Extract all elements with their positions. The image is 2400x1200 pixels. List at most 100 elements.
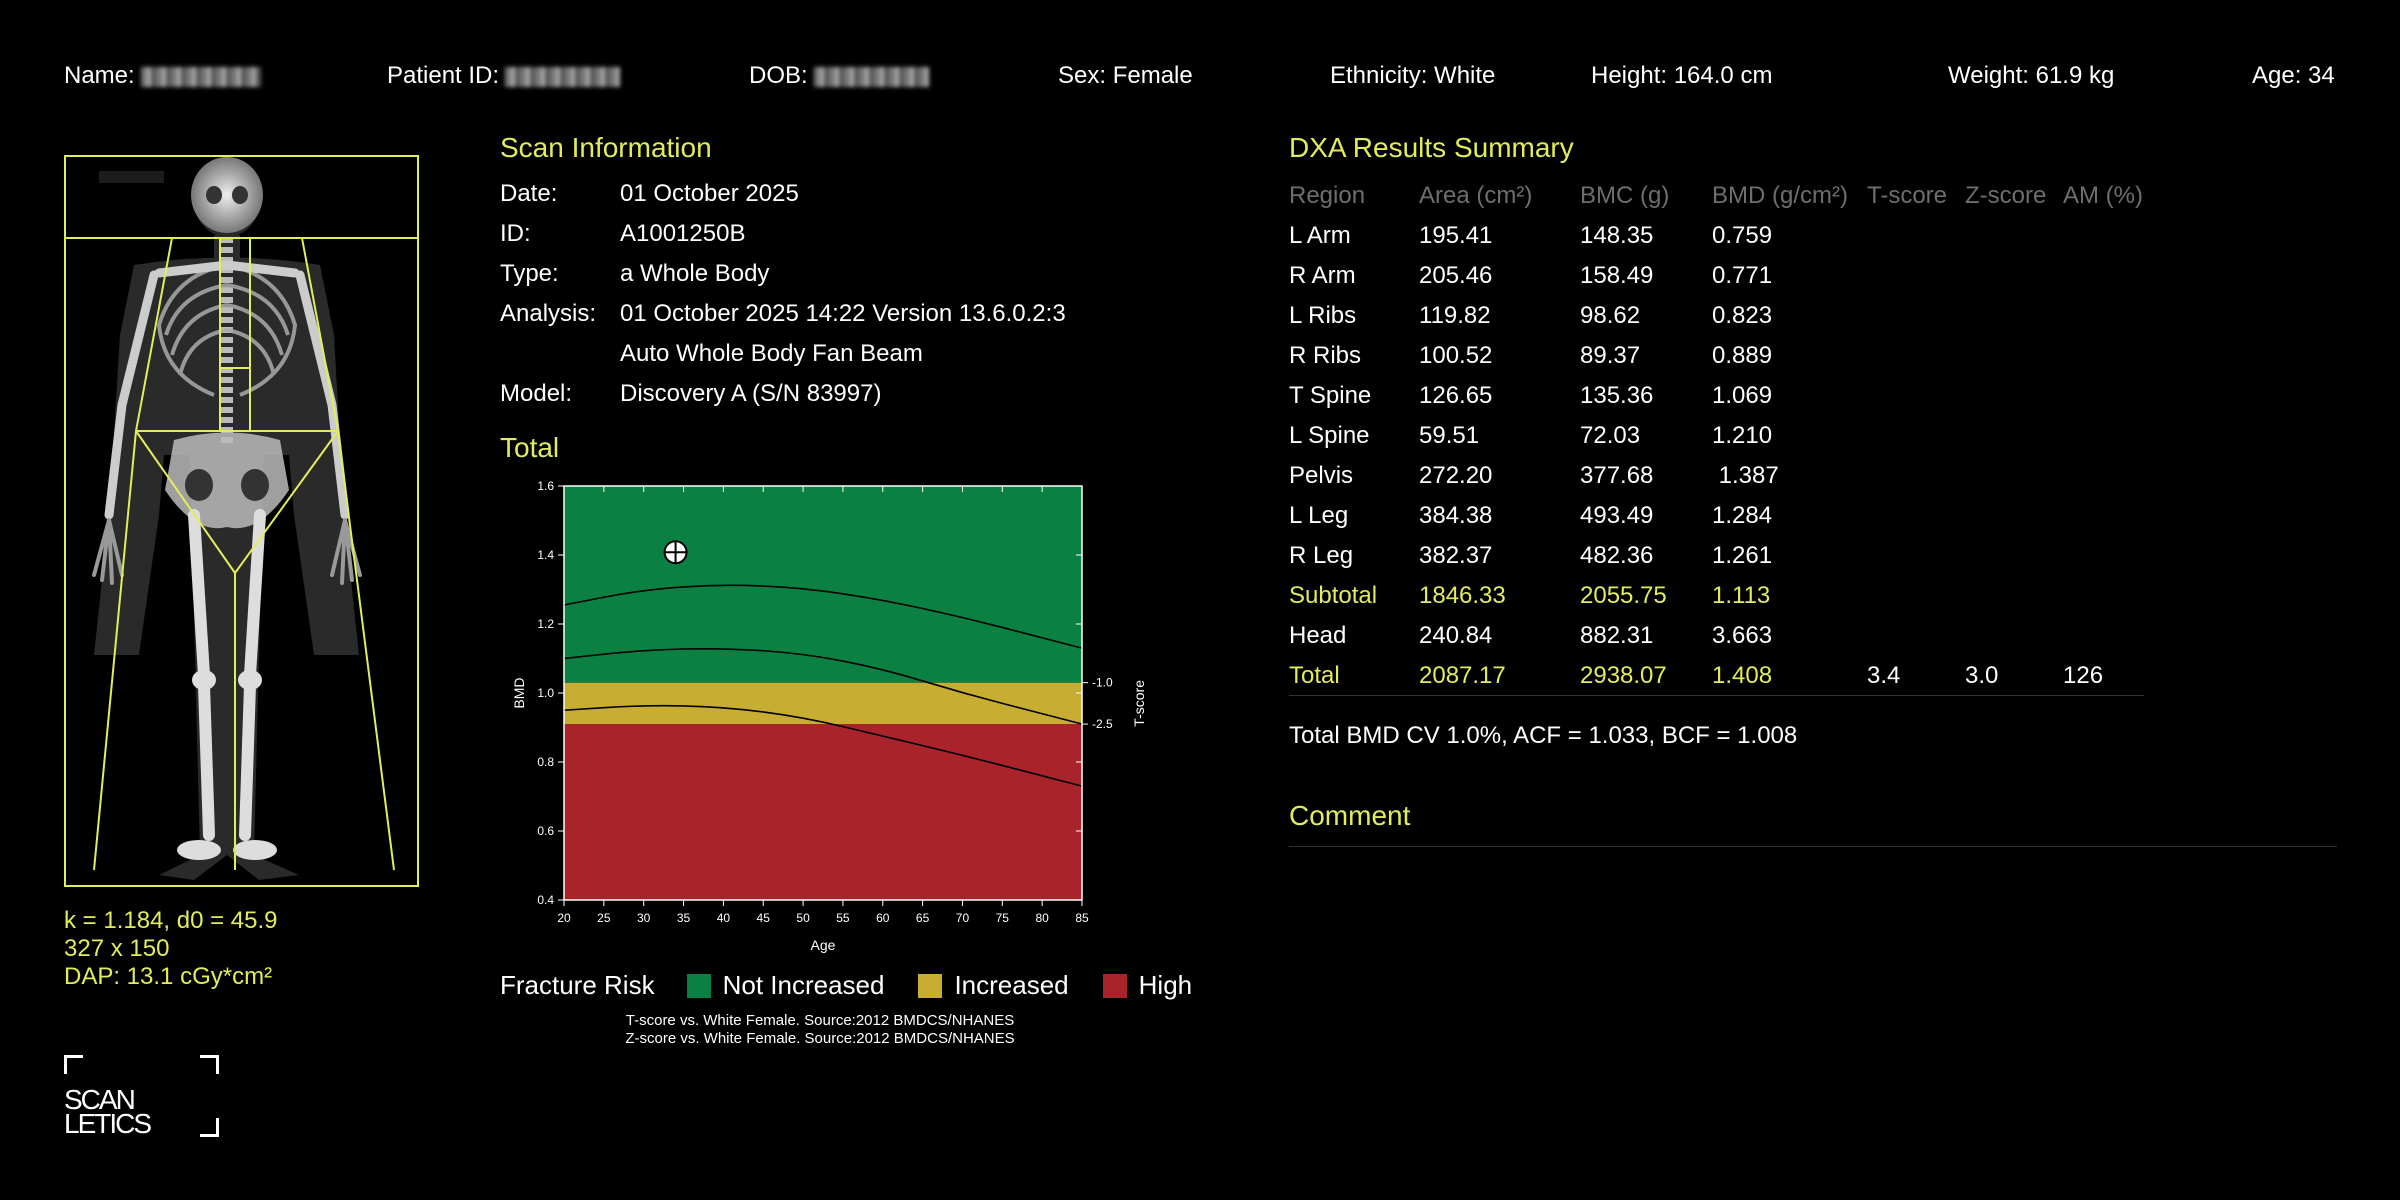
- dxa-results-table: Region Area (cm²) BMC (g) BMD (g/cm²) T-…: [1289, 176, 2234, 696]
- y-tick-label: 1.6: [537, 479, 554, 493]
- table-cell: 3.0: [1965, 662, 1999, 689]
- tscore-axis-label: T-score: [1131, 680, 1147, 727]
- table-cell: 1.113: [1712, 582, 1771, 609]
- analysis-label: Analysis:: [500, 300, 597, 327]
- table-cell: 1.261: [1712, 542, 1773, 569]
- table-cell: [1867, 616, 1965, 656]
- table-cell: [2063, 416, 2234, 456]
- table-cell: 0.889: [1712, 342, 1773, 369]
- redacted-patient-id: [505, 66, 621, 87]
- table-cell: 0.823: [1712, 302, 1773, 329]
- table-cell: 240.84: [1419, 622, 1493, 649]
- legend-item-not-increased: Not Increased: [722, 970, 885, 1000]
- table-cell: 482.36: [1580, 542, 1654, 569]
- risk-zone-increased: [564, 682, 1082, 725]
- table-row: L Spine 59.51 72.03 1.210: [1289, 416, 2234, 456]
- table-cell: 100.52: [1419, 342, 1493, 369]
- y-tick-label: 0.6: [537, 824, 554, 838]
- scan-info-title: Scan Information: [500, 132, 712, 163]
- table-cell: 2055.75: [1580, 582, 1667, 609]
- table-cell: [2063, 216, 2234, 256]
- table-cell: R Ribs: [1289, 342, 1362, 369]
- date-label: Date:: [500, 180, 558, 207]
- risk-zone-not-increased: [564, 486, 1082, 683]
- table-cell: Subtotal: [1289, 582, 1378, 609]
- table-row: T Spine 126.65 135.36 1.069: [1289, 376, 2234, 416]
- table-cell: 0.759: [1712, 222, 1773, 249]
- x-tick-label: 20: [557, 911, 571, 925]
- table-row: R Arm 205.46 158.49 0.771: [1289, 256, 2234, 296]
- table-cell: 1.408: [1712, 662, 1773, 689]
- patient-name: Name:: [64, 62, 261, 90]
- table-row: R Ribs 100.52 89.37 0.889: [1289, 336, 2234, 376]
- bmd-reference-chart: 20 25 30 35 40 45 50 55 60 65 70 75 80 85 0.4 0.6 0.8 1.0…: [511, 479, 1147, 953]
- table-cell: 59.51: [1419, 422, 1480, 449]
- table-cell: [2063, 616, 2234, 656]
- table-cell: 382.37: [1419, 542, 1493, 569]
- patient-age: Age: 34: [2252, 62, 2335, 89]
- table-row: L Ribs 119.82 98.62 0.823: [1289, 296, 2234, 336]
- table-cell: [1965, 216, 2063, 256]
- table-cell: 205.46: [1419, 262, 1493, 289]
- table-cell: L Ribs: [1289, 302, 1357, 329]
- skull: [191, 157, 263, 233]
- table-cell: Total: [1289, 662, 1340, 689]
- table-cell: 1.387: [1712, 462, 1779, 489]
- legend-item-increased: Increased: [954, 970, 1069, 1000]
- table-cell: [1867, 216, 1965, 256]
- column-header: AM (%): [2063, 182, 2143, 209]
- table-cell: 98.62: [1580, 302, 1641, 329]
- model-label: Model:: [500, 380, 573, 407]
- table-cell: [2063, 336, 2234, 376]
- table-cell: [1867, 376, 1965, 416]
- y-tick-label: 0.4: [537, 893, 554, 907]
- legend-swatch-increased: [918, 973, 943, 998]
- table-cell: 384.38: [1419, 502, 1493, 529]
- table-cell: T Spine: [1289, 382, 1372, 409]
- table-row: Pelvis 272.20 377.68 1.387: [1289, 456, 2234, 496]
- table-cell: 272.20: [1419, 462, 1493, 489]
- table-cell: [1867, 336, 1965, 376]
- x-tick-label: 45: [757, 911, 771, 925]
- x-tick-label: 30: [637, 911, 651, 925]
- zscore-source: Z-score vs. White Female. Source:2012 BM…: [625, 1030, 1015, 1047]
- table-cell: [2063, 296, 2234, 336]
- table-cell: 119.82: [1419, 302, 1491, 329]
- analysis-value: 01 October 2025 14:22 Version 13.6.0.2:3: [620, 300, 1066, 327]
- patient-weight: Weight: 61.9 kg: [1948, 62, 2115, 89]
- table-cell: 377.68: [1580, 462, 1654, 489]
- x-tick-label: 55: [836, 911, 850, 925]
- table-cell: [2063, 496, 2234, 536]
- legend-label: Fracture Risk: [500, 970, 655, 1000]
- column-header: Region: [1289, 182, 1366, 209]
- x-tick-label: 25: [597, 911, 611, 925]
- scanletics-logo: SCAN LETICS: [64, 1055, 219, 1138]
- analysis-method: Auto Whole Body Fan Beam: [620, 340, 923, 367]
- type-label: Type:: [500, 260, 559, 287]
- matrix-size: 327 x 150: [64, 935, 170, 962]
- table-cell: [1965, 576, 2063, 616]
- table-cell: [2063, 376, 2234, 416]
- cv-acf-bcf-line: Total BMD CV 1.0%, ACF = 1.033, BCF = 1.…: [1289, 722, 1798, 749]
- region-lines: [64, 155, 419, 887]
- reference-curve-3: [563, 704, 1083, 787]
- table-row: L Arm 195.41 148.35 0.759: [1289, 216, 2234, 256]
- risk-zone-high: [564, 724, 1082, 900]
- model-value: Discovery A (S/N 83997): [620, 380, 882, 407]
- table-cell: 1.210: [1712, 422, 1773, 449]
- table-divider: [1289, 695, 2144, 696]
- table-cell: L Arm: [1289, 222, 1351, 249]
- reference-curve-1: [563, 584, 1083, 649]
- x-tick-label: 80: [1035, 911, 1049, 925]
- table-cell: [1965, 336, 2063, 376]
- table-cell: 89.37: [1580, 342, 1641, 369]
- table-cell: [1867, 536, 1965, 576]
- table-cell: 195.41: [1419, 222, 1493, 249]
- table-cell: [1965, 256, 2063, 296]
- y-tick-label: 0.8: [537, 755, 554, 769]
- table-cell: 2087.17: [1419, 662, 1506, 689]
- table-cell: 126.65: [1419, 382, 1493, 409]
- column-header: Z-score: [1965, 182, 2047, 209]
- table-cell: [1867, 296, 1965, 336]
- table-cell: L Spine: [1289, 422, 1370, 449]
